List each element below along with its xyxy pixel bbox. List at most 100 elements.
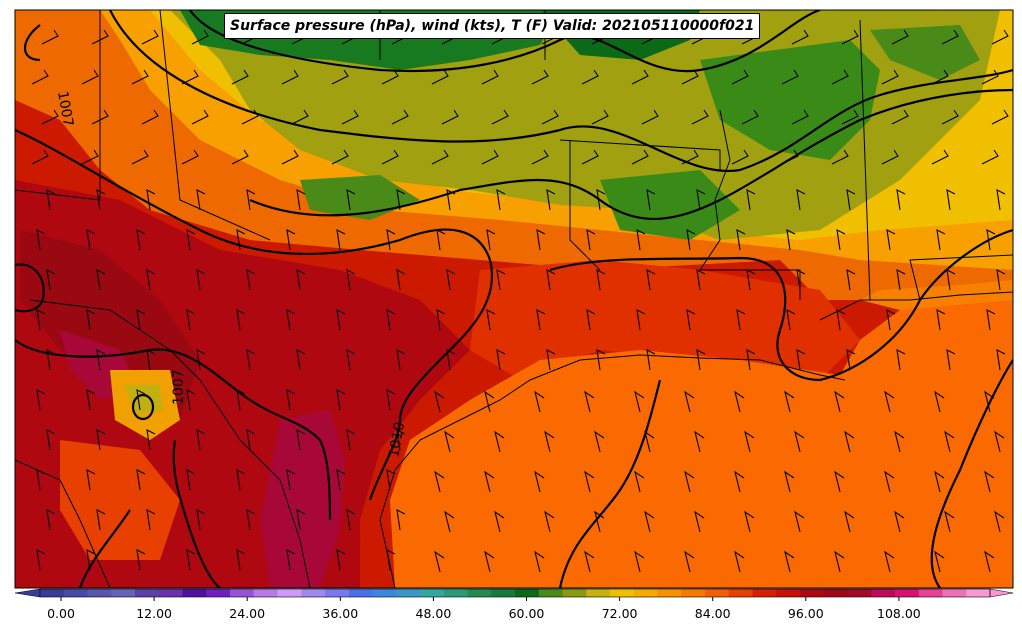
- wind-barb: [946, 349, 956, 371]
- colorbar-segment: [538, 589, 563, 597]
- wind-barb: [386, 229, 396, 251]
- wind-barb: [694, 430, 705, 453]
- wind-barb: [136, 469, 146, 491]
- wind-barb: [346, 429, 356, 451]
- colorbar-max-extension: [989, 588, 1014, 598]
- wind-barb: [631, 69, 649, 85]
- wind-barb: [241, 109, 259, 125]
- map-frame: [14, 9, 1014, 589]
- wind-barb: [296, 509, 306, 531]
- wind-barb: [584, 550, 595, 573]
- wind-barb: [691, 109, 709, 125]
- wind-barb: [644, 430, 655, 453]
- wind-barb: [731, 149, 749, 165]
- wind-barb: [984, 390, 995, 413]
- wind-barb: [631, 149, 649, 165]
- colorbar-tick-label: 24.00: [229, 606, 266, 621]
- wind-barb: [944, 510, 955, 533]
- wind-barb: [496, 189, 506, 211]
- wind-barb: [231, 69, 249, 85]
- borders: [15, 10, 1013, 588]
- wind-barb: [996, 269, 1006, 291]
- wind-barb: [236, 229, 246, 251]
- wind-barb: [644, 510, 655, 533]
- colorbar-tick-label: 0.00: [47, 606, 75, 621]
- wind-barb: [36, 229, 46, 251]
- colorbar-segment: [633, 589, 658, 597]
- wind-barbs: [31, 29, 1009, 573]
- wind-barb: [684, 470, 695, 493]
- wind-barb: [786, 309, 796, 331]
- colorbar-segment: [206, 589, 231, 597]
- wind-barb: [534, 550, 545, 573]
- wind-barb: [794, 430, 805, 453]
- wind-barb: [941, 109, 959, 125]
- wind-barb: [434, 390, 445, 413]
- wind-barb: [444, 430, 455, 453]
- wind-barb: [196, 429, 206, 451]
- colorbar-segment: [895, 589, 920, 597]
- wind-barb: [86, 309, 96, 331]
- wind-barb: [634, 470, 645, 493]
- wind-barb: [286, 469, 296, 491]
- wind-barb: [836, 309, 846, 331]
- wind-barb: [434, 550, 445, 573]
- wind-barb: [546, 189, 556, 211]
- wind-barb: [981, 69, 999, 85]
- wind-barb: [431, 149, 449, 165]
- colorbar: [14, 588, 1014, 598]
- wind-barb: [336, 469, 346, 491]
- wind-barb: [946, 269, 956, 291]
- wind-barb: [531, 149, 549, 165]
- wind-barb: [81, 69, 99, 85]
- colorbar-segment: [705, 589, 730, 597]
- wind-barb: [731, 69, 749, 85]
- colorbar-segment: [871, 589, 896, 597]
- wind-barb: [346, 269, 356, 291]
- wind-barb: [286, 309, 296, 331]
- wind-barb: [36, 469, 46, 491]
- wind-barb: [446, 349, 456, 371]
- wind-barb: [236, 549, 246, 571]
- wind-barb: [694, 510, 705, 533]
- wind-barb: [734, 390, 745, 413]
- wind-barb: [541, 109, 559, 125]
- wind-barb: [746, 269, 756, 291]
- wind-barb: [146, 429, 156, 451]
- wind-barb: [646, 349, 656, 371]
- wind-barb: [81, 149, 99, 165]
- wind-barb: [146, 509, 156, 531]
- wind-barb: [696, 269, 706, 291]
- wind-barb: [831, 69, 849, 85]
- wind-barb: [136, 309, 146, 331]
- colorbar-segment: [491, 589, 516, 597]
- colorbar-segment: [40, 589, 65, 597]
- wind-barb: [86, 469, 96, 491]
- wind-barb: [346, 189, 356, 211]
- wind-barb: [96, 429, 106, 451]
- wind-barb: [734, 470, 745, 493]
- wind-barb: [931, 69, 949, 85]
- wind-barb: [431, 69, 449, 85]
- wind-barb: [994, 430, 1005, 453]
- wind-barb: [831, 149, 849, 165]
- colorbar-segment: [847, 589, 872, 597]
- wind-barb: [784, 390, 795, 413]
- colorbar-segment: [728, 589, 753, 597]
- colorbar-tick-label: 60.00: [508, 606, 545, 621]
- wind-barb: [534, 390, 545, 413]
- wind-barb: [186, 389, 196, 411]
- wind-barb: [246, 429, 256, 451]
- wind-barb: [444, 510, 455, 533]
- wind-barb: [436, 309, 446, 331]
- wind-barb: [734, 550, 745, 573]
- wind-barb: [96, 189, 106, 211]
- wind-barb: [746, 349, 756, 371]
- colorbar-segment: [443, 589, 468, 597]
- wind-barb: [336, 309, 346, 331]
- wind-barb: [146, 349, 156, 371]
- wind-barb: [331, 69, 349, 85]
- colorbar-segment: [918, 589, 943, 597]
- colorbar-segment: [182, 589, 207, 597]
- wind-barb: [696, 189, 706, 211]
